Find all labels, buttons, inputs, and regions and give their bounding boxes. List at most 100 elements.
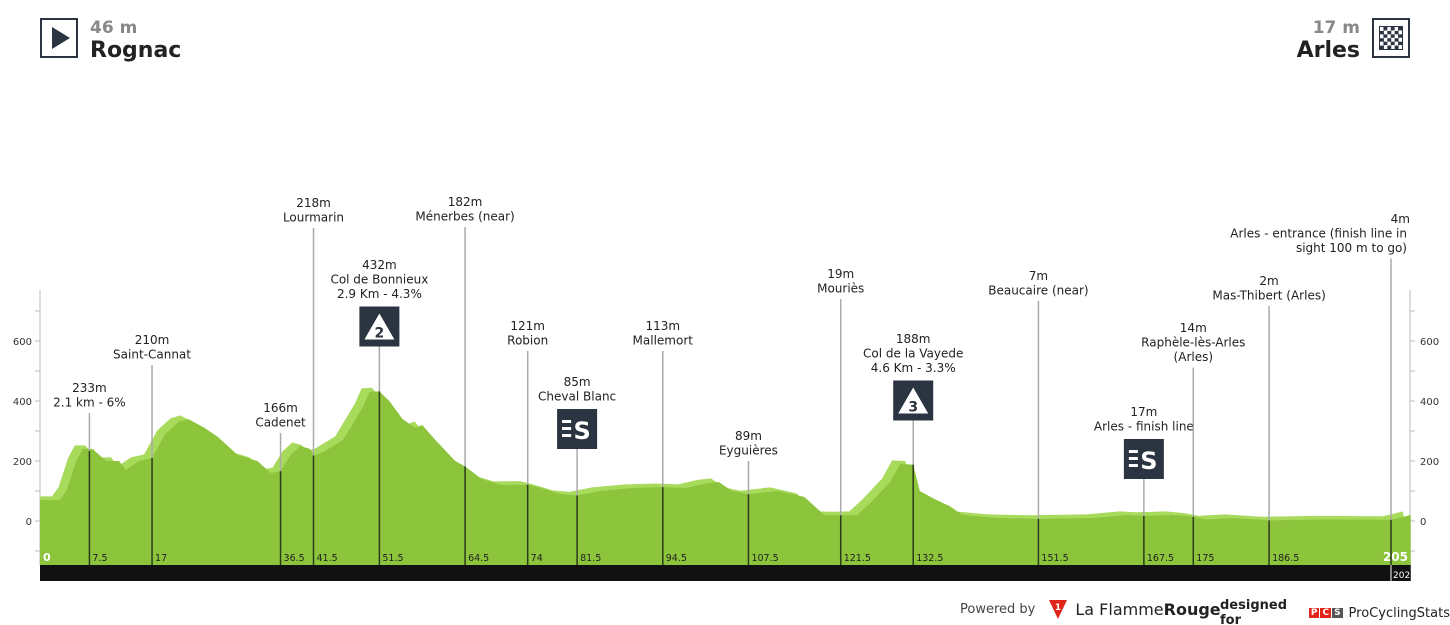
waypoint-name: Lourmarin — [283, 211, 344, 225]
waypoint-name: Col de la Vayede — [863, 347, 963, 361]
finish-km-label: 205 — [1383, 550, 1408, 564]
start-altitude: 46 m — [90, 18, 138, 38]
waypoint-altitude: 188m — [896, 332, 931, 346]
waypoint-name: Beaucaire (near) — [988, 284, 1088, 298]
sprint-icon: S — [1123, 439, 1164, 479]
kom-category-number: 3 — [908, 400, 918, 416]
svg-text:1: 1 — [1055, 603, 1061, 613]
sprint-stripe — [562, 434, 572, 437]
y-tick-label-right: 600 — [1420, 337, 1439, 348]
km-label: 81.5 — [580, 553, 601, 564]
powered-by-label: Powered by — [960, 601, 1036, 617]
waypoint-altitude: 89m — [735, 429, 762, 443]
sprint-stripe — [1128, 450, 1138, 453]
waypoint-altitude: 85m — [564, 375, 591, 389]
waypoint-name: Cheval Blanc — [538, 390, 616, 404]
finish-altitude: 17 m — [1312, 18, 1360, 38]
kom-category-icon: 3 — [893, 380, 934, 421]
sprint-letter: S — [573, 417, 590, 445]
waypoint-name: Mas-Thibert (Arles) — [1212, 289, 1325, 303]
waypoint-altitude: 19m — [827, 267, 854, 281]
y-tick-label-right: 0 — [1420, 517, 1426, 528]
waypoint-altitude: 432m — [362, 258, 397, 272]
waypoint-name: 2.9 Km - 4.3% — [337, 287, 422, 301]
km-label: 175 — [1196, 553, 1214, 564]
pcs-logo-icon: P C S — [1308, 608, 1343, 618]
sprint-stripe — [1128, 457, 1138, 460]
y-tick-label-left: 400 — [13, 397, 32, 408]
waypoint-name: Mouriès — [817, 282, 864, 296]
y-tick-label-left: 0 — [26, 517, 32, 528]
start-km-label: 0 — [43, 551, 51, 564]
km-label: 74 — [531, 553, 543, 564]
powered-by: Powered by 1 La FlammeRouge — [960, 598, 1221, 620]
waypoint-altitude: 218m — [296, 196, 331, 210]
waypoint-name: (Arles) — [1174, 350, 1213, 364]
km-label: 51.5 — [382, 553, 403, 564]
km-label: 186.5 — [1272, 553, 1299, 564]
y-tick-label-left: 600 — [13, 337, 32, 348]
waypoint-name: Cadenet — [255, 416, 306, 430]
waypoint-name: sight 100 m to go) — [1296, 241, 1407, 255]
waypoint-altitude: 2m — [1259, 274, 1278, 288]
waypoint-altitude: 166m — [263, 401, 298, 415]
waypoint-altitude: 4m — [1391, 212, 1410, 226]
waypoint-altitude: 7m — [1029, 269, 1048, 283]
km-label: 94.5 — [666, 553, 687, 564]
sprint-stripe — [1128, 464, 1138, 467]
waypoint-altitude: 14m — [1180, 321, 1207, 335]
start-town: Rognac — [90, 38, 182, 63]
km-label: 132.5 — [916, 553, 943, 564]
flamme-rouge-logo-icon: 1 — [1049, 600, 1068, 619]
pcs-name: ProCyclingStats — [1348, 605, 1450, 621]
waypoint-altitude: 113m — [645, 319, 680, 333]
waypoint-altitude: 121m — [510, 319, 545, 333]
mountain-triangle — [898, 387, 929, 414]
sprint-letter: S — [1140, 447, 1157, 475]
km-label: 17 — [155, 553, 167, 564]
y-tick-label-right: 400 — [1420, 397, 1439, 408]
waypoint-name: Ménerbes (near) — [415, 210, 514, 224]
waypoint-name: Arles - finish line — [1094, 420, 1194, 434]
y-tick-label-right: 200 — [1420, 457, 1439, 468]
waypoint-altitude: 182m — [448, 195, 483, 209]
waypoint-altitude: 210m — [135, 333, 170, 347]
checkered-flag-icon — [1372, 18, 1410, 58]
finish-header: 17 m Arles — [1297, 18, 1410, 64]
mountain-triangle — [364, 313, 395, 340]
km-label: 41.5 — [316, 553, 337, 564]
km-label: 167.5 — [1147, 553, 1174, 564]
elevation-profile — [40, 391, 1411, 565]
start-header: 46 m Rognac — [40, 18, 181, 64]
distance-bar — [40, 565, 1411, 581]
flamme-rouge-brand: La FlammeRouge — [1075, 599, 1221, 619]
km-label: 121.5 — [844, 553, 871, 564]
distance-bar-label: 202 — [1393, 571, 1410, 581]
y-tick-label-left: 200 — [13, 457, 32, 468]
waypoint-name: Arles - entrance (finish line in — [1230, 227, 1407, 241]
km-label: 36.5 — [284, 553, 305, 564]
play-icon — [40, 18, 78, 58]
sprint-icon: S — [557, 409, 598, 449]
designed-for: designed for P C S ProCyclingStats — [1220, 598, 1450, 625]
designed-for-label: designed for — [1220, 598, 1287, 625]
km-label: 107.5 — [751, 553, 778, 564]
km-label: 151.5 — [1041, 553, 1068, 564]
waypoint-name: Raphèle-lès-Arles — [1141, 336, 1245, 350]
